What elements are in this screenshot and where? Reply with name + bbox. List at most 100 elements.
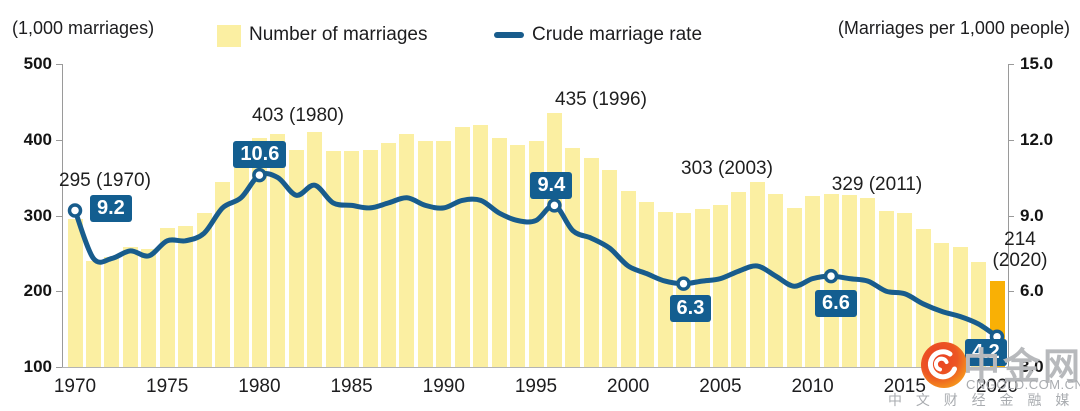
x-label-1980: 1980: [238, 376, 281, 397]
bar-2016: [915, 229, 931, 367]
annotation-line: (2020): [992, 250, 1048, 271]
bar-2008: [768, 194, 784, 367]
bar-2015: [897, 213, 913, 367]
legend-bar-label: Number of marriages: [249, 24, 428, 45]
bar-2007: [749, 182, 765, 367]
badge-2020: 4.2: [965, 338, 1007, 366]
y-tick-left-200: [56, 291, 62, 293]
bar-2001: [639, 201, 655, 367]
legend-line-label: Crude marriage rate: [532, 24, 703, 45]
x-label-1995: 1995: [514, 376, 558, 397]
x-axis: [62, 367, 1008, 368]
bar-1994: [510, 145, 526, 367]
bar-1999: [602, 170, 618, 367]
y-tick-right-6.0: [1008, 291, 1014, 293]
y-label-left-400: 400: [23, 129, 52, 149]
bar-1990: [436, 140, 452, 367]
marker-1980: [252, 167, 267, 183]
y-tick-left-500: [56, 64, 62, 65]
bar-2002: [657, 211, 673, 367]
y-tick-right-15.0: [1008, 64, 1014, 65]
bar-2018: [952, 247, 968, 367]
badge-1996: 9.4: [530, 172, 573, 200]
badge-1980: 10.6: [233, 141, 287, 169]
crude-marriage-rate-line: [67, 167, 1005, 344]
rate-line-path: [72, 171, 1000, 340]
y-tick-right-12.0: [1008, 139, 1014, 141]
bar-1976: [178, 226, 194, 367]
y-label-right-9.0: 9.0: [1020, 205, 1044, 225]
y-tick-left-400: [56, 139, 62, 141]
bar-1986: [362, 150, 378, 367]
bar-1978: [215, 182, 230, 367]
annotation-2011: 329 (2011): [831, 174, 923, 195]
bar-1998: [583, 157, 599, 367]
bar-1993: [491, 137, 507, 367]
plot-area: 295 (1970) 9.2 403 (1980) 10.6 435 (1996) 9.4…: [59, 64, 1047, 367]
x-label-2015: 2015: [883, 376, 926, 397]
bar-1983: [307, 132, 323, 367]
bar-1992: [473, 124, 489, 367]
x-label-2020: 2020: [975, 376, 1019, 397]
y-tick-right-9.0: [1008, 215, 1014, 217]
watermark-site-name: 中金网: [963, 346, 1080, 387]
y-label-left-300: 300: [23, 205, 52, 225]
legend-bar-swatch-icon: [217, 25, 241, 47]
annotation-2020: 214 (2020): [993, 229, 1048, 271]
y-label-right-6.0: 6.0: [1020, 281, 1044, 301]
x-label-1970: 1970: [53, 376, 97, 397]
bar-1975: [159, 228, 175, 367]
bar-2004: [694, 208, 710, 367]
y-label-left-500: 500: [23, 54, 52, 73]
y-tick-left-100: [56, 367, 62, 368]
bar-1982: [288, 149, 304, 367]
x-label-1990: 1990: [422, 376, 465, 397]
bar-1979: [233, 167, 249, 367]
annotation-1996: 435 (1996): [555, 89, 647, 110]
bar-1980: [251, 137, 267, 367]
bar-2005: [712, 204, 728, 367]
y-tick-left-300: [56, 215, 62, 217]
cngold-logo-icon: [920, 341, 968, 389]
bar-1970: [67, 219, 83, 367]
marker-2003: [676, 276, 691, 291]
marker-1996: [547, 198, 562, 213]
bar-1991: [454, 126, 470, 367]
badge-2003: 6.3: [669, 294, 712, 322]
bar-1974: [141, 248, 157, 367]
bar-2006: [731, 192, 747, 367]
watermark-domain: CNGOLD.COM.CN: [966, 377, 1080, 392]
x-label-1975: 1975: [146, 376, 189, 397]
y-label-left-100: 100: [23, 357, 52, 376]
marker-2011: [823, 268, 839, 284]
x-label-2005: 2005: [699, 376, 742, 397]
y-label-right-12.0: 12.0: [1020, 129, 1054, 149]
bar-1988: [399, 134, 415, 367]
bar-1977: [196, 213, 212, 367]
right-axis-unit-label: (Marriages per 1,000 people): [837, 18, 1070, 38]
bar-1989: [417, 140, 433, 367]
watermark-tagline: 中 文 财 经 金 融 媒 体: [888, 392, 1080, 408]
annotation-line: 214: [1004, 229, 1036, 250]
badge-1970: 9.2: [90, 195, 132, 223]
bar-1971: [85, 260, 101, 367]
bar-1972: [104, 257, 120, 367]
y-label-right-15.0: 15.0: [1020, 54, 1054, 73]
x-label-2000: 2000: [607, 376, 650, 397]
y-axis-left: [62, 64, 63, 367]
bar-1981: [270, 134, 286, 367]
x-label-2010: 2010: [791, 376, 834, 397]
bar-1987: [381, 142, 396, 367]
y-label-left-200: 200: [23, 281, 52, 301]
y-tick-right-3.0: [1008, 367, 1014, 368]
legend-line-swatch-icon: [494, 32, 524, 38]
marker-1970: [67, 203, 83, 218]
bar-1973: [122, 246, 138, 367]
left-axis-unit-label: (1,000 marriages): [12, 18, 155, 38]
y-label-right-3.0: 3.0: [1020, 357, 1044, 376]
annotation-1980: 403 (1980): [252, 105, 344, 126]
badge-2011: 6.6: [815, 290, 857, 318]
annotation-2003: 303 (2003): [681, 158, 773, 179]
bar-2000: [620, 191, 636, 367]
